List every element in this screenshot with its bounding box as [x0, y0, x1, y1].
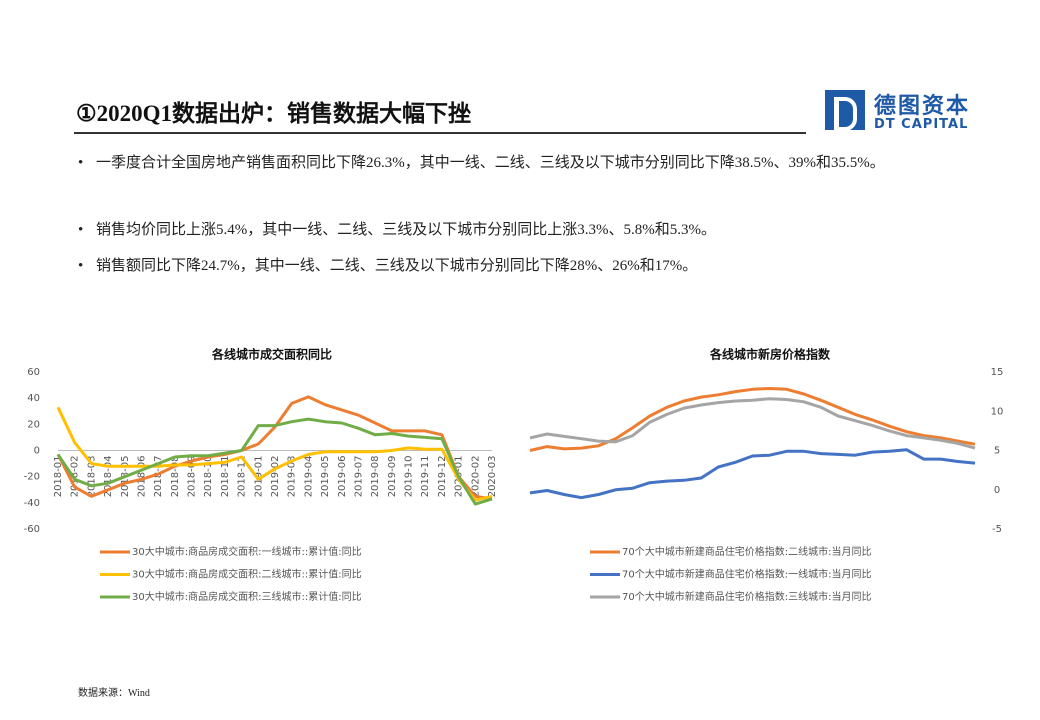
x-tick-label: 2018-12 [237, 456, 248, 498]
y-tick-label: -20 [24, 472, 40, 483]
series-line [529, 397, 976, 450]
x-tick-label: 2019-12 [437, 456, 448, 498]
series-line [529, 448, 976, 500]
x-tick-label: 2019-10 [404, 456, 415, 498]
legend-label: 70个大中城市新建商品住宅价格指数:二线城市:当月同比 [622, 545, 871, 558]
x-tick-label: 2018-03 [86, 456, 97, 498]
title-rule [74, 132, 806, 134]
x-tick-label: 2019-04 [303, 456, 314, 498]
x-tick-label: 2019-05 [320, 456, 331, 498]
x-tick-label: 2019-07 [353, 456, 364, 498]
x-tick-label: 2019-06 [337, 456, 348, 498]
y-tick-label: -5 [992, 524, 1002, 535]
logo-cn: 德图资本 [874, 94, 971, 119]
y-tick-label: 10 [991, 406, 1004, 417]
x-tick-label: 2018-11 [220, 456, 231, 498]
x-tick-label: 2019-03 [287, 456, 298, 498]
series-line [56, 417, 493, 506]
x-tick-label: 2019-08 [370, 456, 381, 498]
x-tick-label: 2018-07 [153, 456, 164, 498]
y-tick-label: 0 [994, 485, 1000, 496]
x-tick-label: 2019-11 [420, 456, 431, 498]
y-tick-label: 0 [34, 446, 40, 457]
slide-title: ①2020Q1数据出炉：销售数据大幅下挫 [76, 101, 472, 126]
bullet: 销售均价同比上涨5.4%，其中一线、二线、三线及以下城市分别同比上涨3.3%、5… [78, 215, 958, 246]
x-tick-label: 2020-02 [470, 456, 481, 498]
x-tick-label: 2018-04 [103, 456, 114, 498]
x-tick-label: 2018-01 [53, 456, 64, 498]
x-tick-label: 2019-09 [387, 456, 398, 498]
x-tick-label: 2018-08 [170, 456, 181, 498]
bullet: 销售额同比下降24.7%，其中一线、二线、三线及以下城市分别同比下降28%、26… [78, 251, 958, 282]
legend-label: 30大中城市:商品房成交面积:三线城市::累计值:同比 [132, 590, 362, 603]
x-tick-label: 2018-06 [136, 456, 147, 498]
x-tick-label: 2018-09 [187, 456, 198, 498]
bullet-text: 销售额同比下降24.7%，其中一线、二线、三线及以下城市分别同比下降28%、26… [96, 258, 698, 274]
legend-label: 30大中城市:商品房成交面积:二线城市::累计值:同比 [132, 568, 362, 581]
logo-en: DT CAPITAL [874, 117, 969, 132]
y-tick-label: 5 [994, 446, 1000, 457]
bullet-text: 销售均价同比上涨5.4%，其中一线、二线、三线及以下城市分别同比上涨3.3%、5… [96, 222, 716, 238]
x-tick-label: 2018-02 [70, 456, 81, 498]
bullet: 一季度合计全国房地产销售面积同比下降26.3%，其中一线、二线、三线及以下城市分… [78, 148, 958, 179]
legend-label: 30大中城市:商品房成交面积:一线城市::累计值:同比 [132, 545, 362, 558]
x-tick-label: 2019-01 [253, 456, 264, 498]
series-line [529, 387, 976, 452]
y-tick-label: 60 [27, 367, 40, 378]
y-tick-label: -60 [24, 524, 40, 535]
source-note: 数据来源：Wind [78, 688, 150, 699]
x-tick-label: 2020-03 [487, 456, 498, 498]
logo-mark [825, 90, 865, 131]
chart-title: 各线城市成交面积同比 [211, 347, 332, 362]
series-line [56, 406, 493, 502]
chart-title: 各线城市新房价格指数 [709, 347, 831, 362]
y-tick-label: 15 [991, 367, 1004, 378]
y-tick-label: -40 [24, 498, 40, 509]
bullet-text: 一季度合计全国房地产销售面积同比下降26.3%，其中一线、二线、三线及以下城市分… [96, 155, 885, 171]
x-tick-label: 2019-02 [270, 456, 281, 498]
legend-label: 70个大中城市新建商品住宅价格指数:三线城市:当月同比 [622, 590, 871, 603]
x-tick-label: 2018-10 [203, 456, 214, 498]
y-tick-label: 40 [27, 393, 40, 404]
y-tick-label: 20 [27, 419, 40, 430]
legend-label: 70个大中城市新建商品住宅价格指数:一线城市:当月同比 [622, 568, 871, 581]
